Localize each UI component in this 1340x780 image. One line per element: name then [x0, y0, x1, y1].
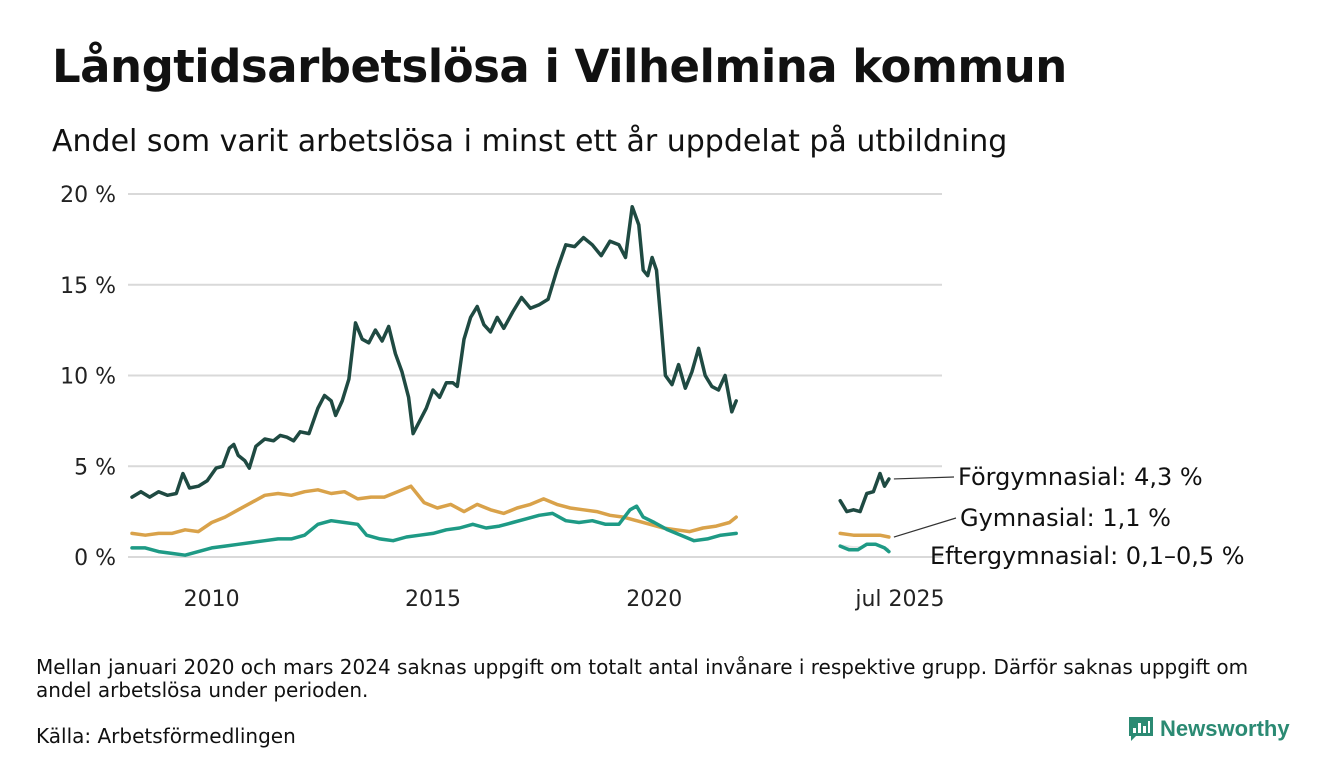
y-tick-label: 10 %	[60, 365, 116, 390]
end-label-eftergymnasial: Eftergymnasial: 0,1–0,5 %	[930, 542, 1245, 570]
brand-logo[interactable]: Newsworthy	[1128, 716, 1290, 742]
x-tick-label: 2020	[626, 587, 682, 612]
end-label-gymnasial: Gymnasial: 1,1 %	[960, 504, 1171, 532]
grid-layer	[128, 193, 942, 558]
y-tick-label: 15 %	[60, 274, 116, 299]
end-label-forgymnasial: Förgymnasial: 4,3 %	[958, 463, 1203, 491]
series-line-gymnasial	[838, 531, 891, 539]
series-line-gymnasial	[130, 484, 738, 537]
x-tick-label: jul 2025	[854, 587, 944, 612]
chart-title: Långtidsarbetslösa i Vilhelmina kommun	[52, 40, 1067, 93]
y-tick-label: 0 %	[74, 546, 116, 571]
line-chart: 0 %5 %10 %15 %20 % 2010 2015 2020 jul 2025 …	[60, 183, 1245, 612]
series-line-eftergymnasial	[838, 542, 891, 554]
series-line-eftergymnasial	[130, 504, 738, 557]
x-axis: 2010 2015 2020 jul 2025	[184, 587, 945, 612]
leader-line	[893, 476, 955, 480]
footnote: Mellan januari 2020 och mars 2024 saknas…	[36, 655, 1249, 702]
leader-line	[893, 517, 957, 538]
series-line-forgymnasial	[130, 204, 738, 499]
end-labels: Förgymnasial: 4,3 % Gymnasial: 1,1 % Efter…	[893, 463, 1245, 570]
chart-subtitle: Andel som varit arbetslösa i minst ett å…	[52, 124, 1008, 159]
brand-name: Newsworthy	[1160, 716, 1290, 741]
y-tick-label: 20 %	[60, 183, 116, 208]
series-line-forgymnasial	[838, 471, 891, 514]
series-layer	[130, 204, 891, 557]
x-tick-label: 2010	[184, 587, 240, 612]
x-tick-label: 2015	[405, 587, 461, 612]
newsworthy-logo-icon	[1129, 717, 1153, 741]
y-tick-label: 5 %	[74, 455, 116, 480]
y-axis: 0 % 5 % 10 % 15 % 20 %	[60, 183, 116, 571]
source-note: Källa: Arbetsförmedlingen	[36, 724, 296, 748]
